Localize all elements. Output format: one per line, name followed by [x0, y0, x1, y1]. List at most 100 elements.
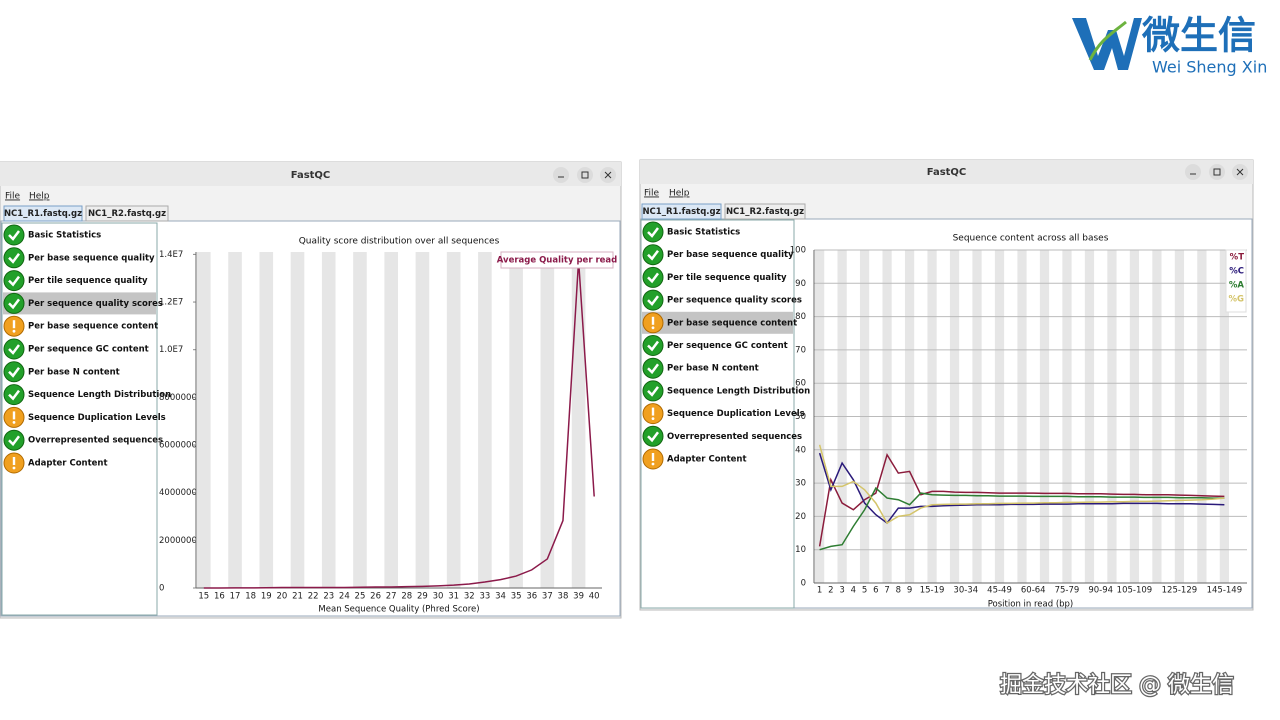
tab[interactable] [3, 205, 83, 222]
minimize-button[interactable] [553, 167, 569, 183]
module-item[interactable]: Adapter Content [3, 452, 108, 474]
module-label[interactable]: Per base N content [667, 364, 759, 374]
module-label[interactable]: Basic Statistics [28, 231, 101, 241]
module-list [1, 222, 158, 616]
x-tick-label: 75-79 [1055, 586, 1080, 596]
x-tick-label: 9 [907, 586, 912, 596]
maximize-button[interactable] [577, 167, 593, 183]
status-icon [642, 425, 664, 447]
status-icon [3, 292, 25, 314]
module-label[interactable]: Sequence Duplication Levels [667, 409, 805, 419]
module-label[interactable]: Per base N content [28, 367, 120, 377]
logo: 微生信 Wei Sheng Xin [1072, 14, 1267, 77]
module-label[interactable]: Sequence Length Distribution [28, 390, 171, 400]
module-item[interactable]: Overrepresented sequences [3, 429, 163, 451]
module-item[interactable]: Basic Statistics [642, 221, 740, 243]
module-item[interactable]: Per tile sequence quality [642, 266, 787, 288]
menu-item[interactable]: Help [669, 189, 690, 199]
y-tick-label: 60 [795, 379, 806, 389]
tab-label[interactable]: NC1_R1.fastq.gz [642, 207, 720, 217]
menu-item[interactable]: File [644, 189, 660, 199]
tab-label[interactable]: NC1_R1.fastq.gz [4, 209, 82, 219]
menu-item[interactable]: File [5, 192, 21, 202]
module-label[interactable]: Basic Statistics [667, 228, 740, 238]
status-check [8, 275, 20, 287]
module-label[interactable]: Adapter Content [28, 459, 108, 469]
y-tick-label: 1.0E7 [159, 345, 183, 355]
legend: Average Quality per read [497, 251, 617, 269]
module-item[interactable]: Sequence Length Distribution [642, 380, 810, 402]
module-label[interactable]: Per sequence GC content [28, 345, 149, 355]
module-item[interactable]: Per base N content [642, 357, 759, 379]
x-tick-label: 15-19 [920, 586, 945, 596]
button-circle[interactable] [1209, 164, 1225, 180]
module-item[interactable]: Basic Statistics [3, 224, 101, 246]
tab[interactable] [641, 203, 722, 220]
y-tick-label: 40 [795, 445, 806, 455]
module-label[interactable]: Sequence Length Distribution [667, 386, 810, 396]
menu-item[interactable]: Help [29, 192, 50, 202]
maximize-button[interactable] [1209, 164, 1225, 180]
button-circle[interactable] [553, 167, 569, 183]
module-item[interactable]: Per base sequence quality [642, 244, 794, 266]
module-item[interactable]: Sequence Duplication Levels [3, 406, 166, 428]
module-list [640, 219, 795, 609]
module-label[interactable]: Per base sequence quality [28, 253, 155, 263]
module-item[interactable]: Adapter Content [642, 448, 747, 470]
module-item[interactable]: Sequence Duplication Levels [642, 403, 805, 425]
module-item[interactable]: Overrepresented sequences [642, 425, 802, 447]
tab-label[interactable]: NC1_R2.fastq.gz [88, 209, 166, 219]
module-label[interactable]: Overrepresented sequences [28, 436, 163, 446]
module-label[interactable]: Per base sequence content [28, 322, 158, 332]
tab[interactable] [85, 205, 169, 222]
status-icon [3, 338, 25, 360]
module-item[interactable]: Per base sequence content [642, 311, 797, 334]
module-label[interactable]: Per base sequence content [667, 318, 797, 328]
module-item[interactable]: Sequence Length Distribution [3, 384, 171, 406]
module-item[interactable]: Per base sequence quality [3, 247, 155, 269]
module-item[interactable]: Per sequence GC content [3, 338, 149, 360]
tab-label[interactable]: NC1_R2.fastq.gz [726, 207, 804, 217]
window-title: FastQC [291, 170, 331, 181]
y-tick-label: 80 [795, 312, 806, 322]
chart-title: Sequence content across all bases [953, 234, 1109, 244]
y-tick-label: 10 [795, 545, 806, 555]
module-item[interactable]: Per tile sequence quality [3, 270, 148, 292]
y-tick-label: 1.2E7 [159, 298, 183, 308]
module-label[interactable]: Per sequence GC content [667, 341, 788, 351]
y-tick-label: 6000000 [159, 441, 197, 451]
module-label[interactable]: Adapter Content [667, 455, 747, 465]
x-tick-label: 145-149 [1207, 586, 1243, 596]
module-label[interactable]: Overrepresented sequences [667, 432, 802, 442]
series-line [818, 444, 1225, 525]
module-item[interactable]: Per base N content [3, 361, 120, 383]
module-item[interactable]: Per sequence GC content [642, 335, 788, 356]
y-tick-label: 0 [801, 579, 806, 589]
button-circle[interactable] [1185, 164, 1201, 180]
module-label[interactable]: Per sequence quality scores [667, 296, 802, 306]
module-label[interactable]: Per sequence quality scores [28, 299, 163, 309]
tab[interactable] [724, 203, 806, 220]
chart: 0 2000000 4000000 6000000 8000000 1.0E7 1.2E7 1… [159, 237, 617, 615]
button-circle[interactable] [577, 167, 593, 183]
y-tick-label: 20 [795, 512, 806, 522]
module-label[interactable]: Per base sequence quality [667, 250, 794, 260]
fastqc-window: FastQC File Help NC1_R1.fastq.gz NC1_R2.fast… [0, 161, 622, 619]
status-exclaim [12, 457, 16, 465]
status-icon [642, 266, 664, 288]
status-check [647, 363, 659, 375]
x-tick-label: 20 [276, 592, 287, 602]
module-label[interactable]: Per tile sequence quality [667, 273, 787, 283]
x-tick-label: 31 [448, 592, 459, 602]
close-button[interactable] [1232, 164, 1248, 180]
module-item[interactable]: Per sequence quality scores [642, 289, 802, 311]
band-stripe [353, 252, 367, 588]
status-exclaim [651, 453, 655, 461]
module-item[interactable]: Per base sequence content [3, 315, 158, 337]
minimize-button[interactable] [1185, 164, 1201, 180]
module-label[interactable]: Per tile sequence quality [28, 276, 148, 286]
module-label[interactable]: Sequence Duplication Levels [28, 413, 166, 423]
close-button[interactable] [600, 167, 616, 183]
module-item[interactable]: Per sequence quality scores [3, 292, 163, 315]
x-tick-label: 35 [511, 592, 522, 602]
